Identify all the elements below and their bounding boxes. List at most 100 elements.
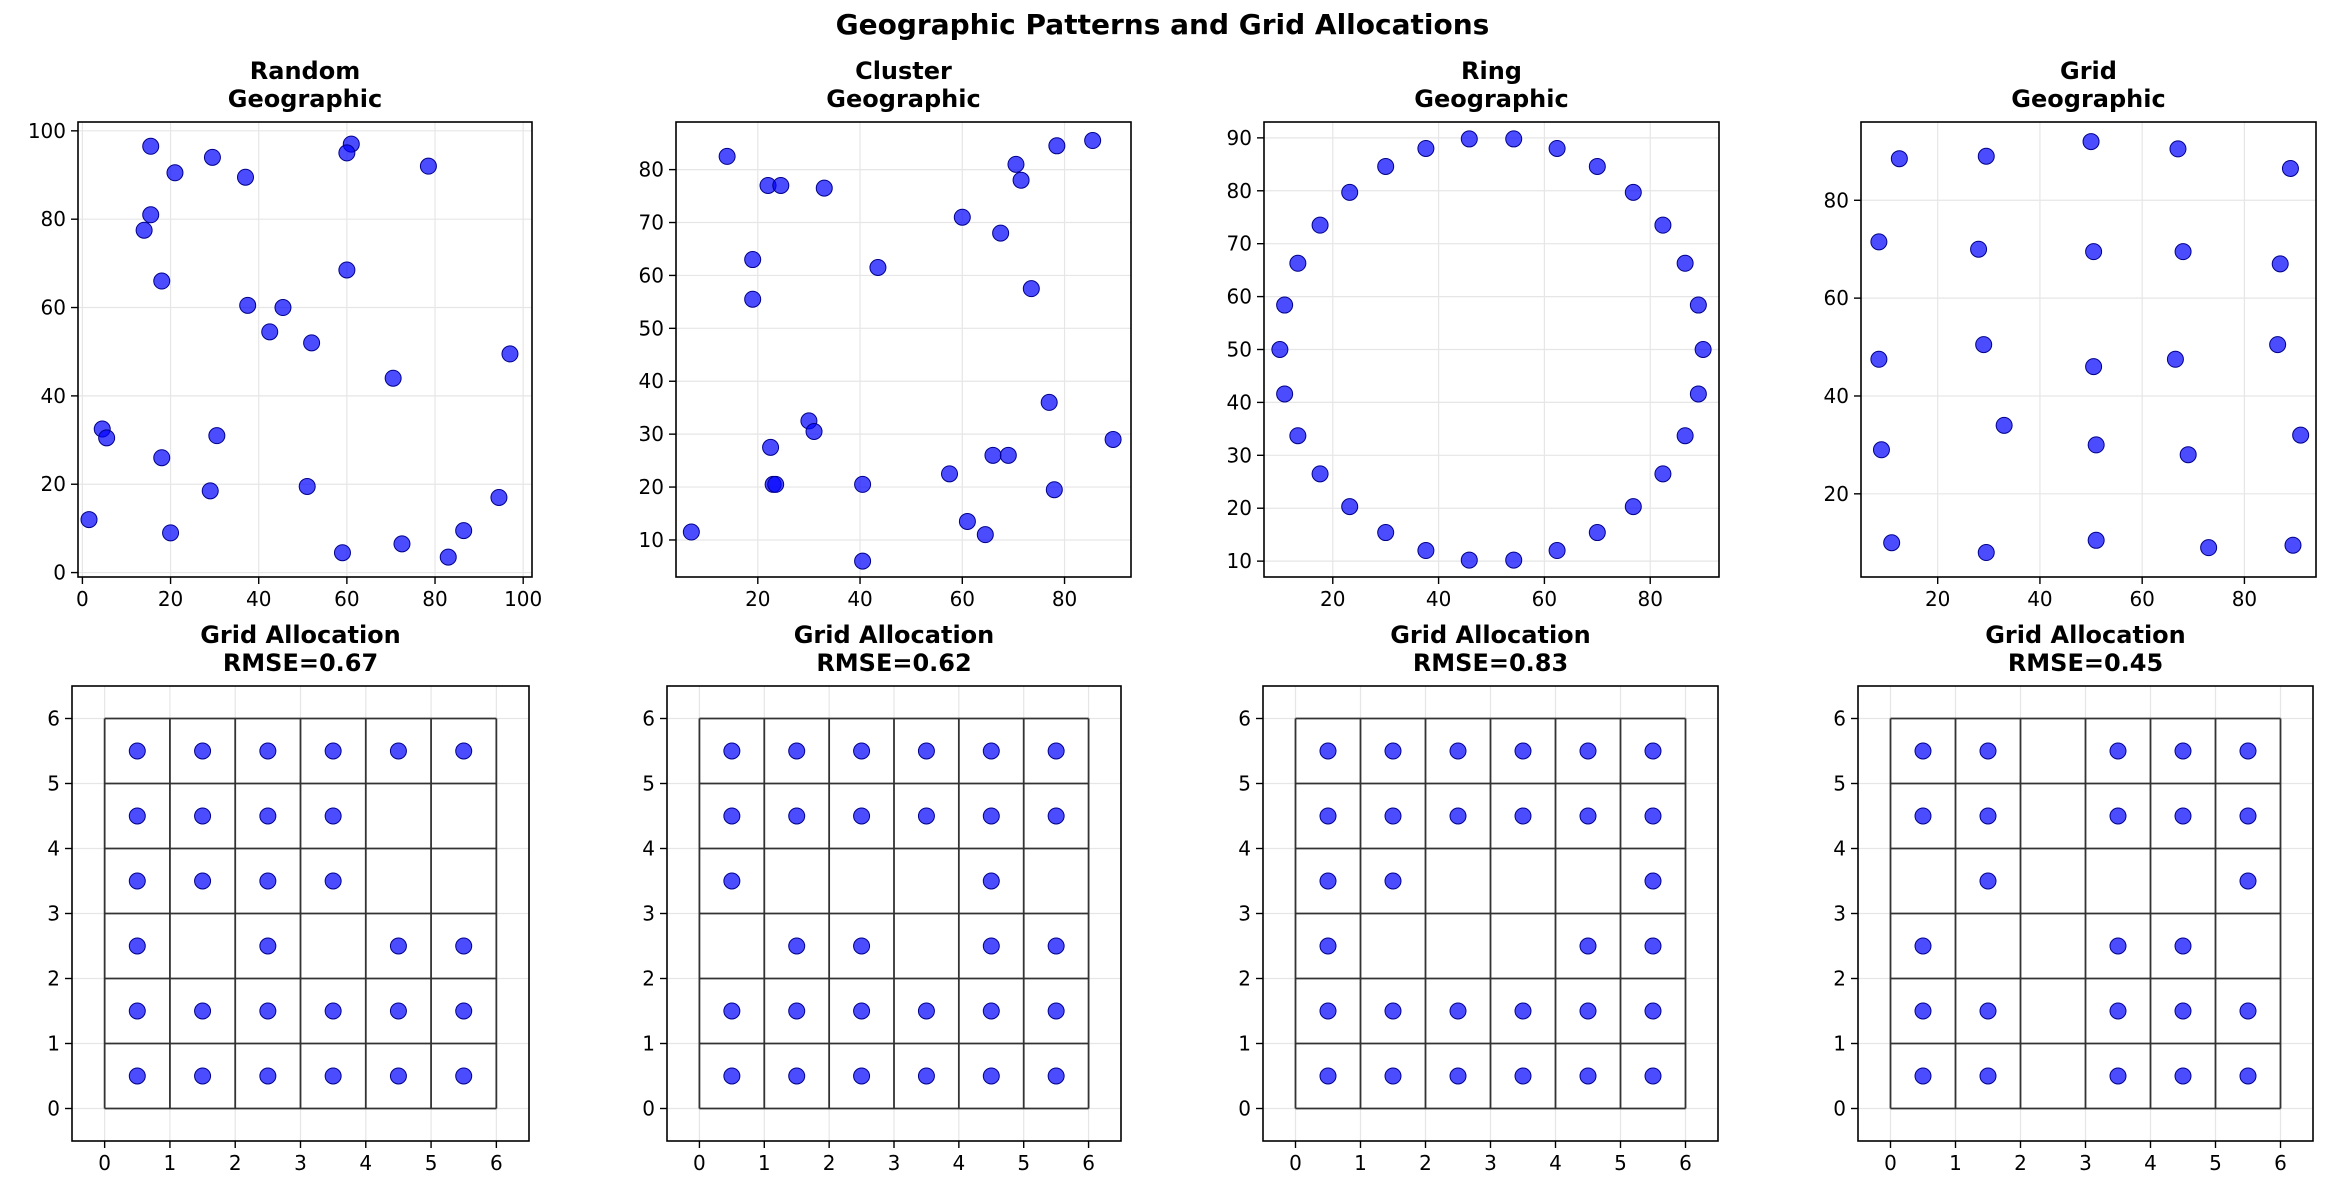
x-tick-label: 4: [1549, 1151, 1562, 1175]
y-tick-label: 30: [1227, 443, 1252, 467]
data-point: [854, 552, 872, 570]
data-point: [1384, 807, 1402, 825]
x-tick-label: 5: [425, 1151, 438, 1175]
y-tick-label: 2: [642, 967, 655, 991]
x-tick-label: 4: [952, 1151, 965, 1175]
x-tick-label: 6: [1082, 1151, 1095, 1175]
x-tick-label: 80: [1637, 587, 1662, 611]
y-tick-label: 5: [642, 772, 655, 796]
data-point: [1047, 807, 1065, 825]
data-point: [501, 345, 519, 363]
data-point: [788, 807, 806, 825]
data-point: [1579, 937, 1597, 955]
data-point: [1644, 742, 1662, 760]
data-point: [1104, 430, 1122, 448]
subplot-title: RMSE=0.67: [223, 649, 378, 677]
data-point: [1276, 296, 1294, 314]
data-point: [1384, 1002, 1402, 1020]
data-point: [723, 1067, 741, 1085]
data-point: [788, 1002, 806, 1020]
data-point: [1579, 807, 1597, 825]
y-tick-label: 40: [41, 384, 66, 408]
data-point: [128, 872, 146, 890]
data-point: [723, 742, 741, 760]
y-tick-label: 3: [642, 902, 655, 926]
data-point: [1624, 498, 1642, 516]
y-tick-label: 1: [1238, 1032, 1251, 1056]
axes-frame: [675, 121, 1132, 578]
x-tick-label: 2: [1419, 1151, 1432, 1175]
data-point: [1979, 872, 1997, 890]
data-point: [2239, 807, 2257, 825]
data-point: [153, 272, 171, 290]
data-point: [194, 872, 212, 890]
y-tick-label: 80: [1824, 188, 1849, 212]
x-tick-label: 6: [1679, 1151, 1692, 1175]
data-point: [455, 1067, 473, 1085]
data-point: [854, 475, 872, 493]
data-point: [1319, 1067, 1337, 1085]
figure-title: Geographic Patterns and Grid Allocations: [835, 8, 1490, 41]
x-tick-label: 3: [1484, 1151, 1497, 1175]
y-tick-label: 6: [642, 707, 655, 731]
data-point: [153, 449, 171, 467]
data-point: [1045, 481, 1063, 499]
data-point: [419, 157, 437, 175]
y-tick-label: 20: [1227, 496, 1252, 520]
x-tick-label: 20: [745, 587, 770, 611]
data-point: [324, 1067, 342, 1085]
y-tick-label: 60: [639, 263, 664, 287]
data-point: [1319, 742, 1337, 760]
x-tick-label: 40: [1426, 587, 1451, 611]
subplot-title: Geographic: [1414, 85, 1568, 113]
y-tick-label: 40: [1824, 384, 1849, 408]
data-point: [788, 937, 806, 955]
data-point: [1311, 465, 1329, 483]
y-tick-label: 2: [1238, 967, 1251, 991]
data-point: [1676, 254, 1694, 272]
y-tick-label: 30: [639, 422, 664, 446]
x-tick-label: 40: [2027, 587, 2052, 611]
data-point: [2109, 1002, 2127, 1020]
y-tick-label: 6: [47, 707, 60, 731]
data-point: [1341, 183, 1359, 201]
y-tick-label: 1: [1833, 1032, 1846, 1056]
data-point: [128, 937, 146, 955]
data-point: [194, 807, 212, 825]
data-point: [439, 548, 457, 566]
x-tick-label: 1: [164, 1151, 177, 1175]
x-tick-label: 2: [2014, 1151, 2027, 1175]
y-tick-label: 0: [1238, 1097, 1251, 1121]
data-point: [815, 179, 833, 197]
data-point: [1319, 937, 1337, 955]
data-point: [1579, 1067, 1597, 1085]
data-point: [853, 742, 871, 760]
y-tick-label: 60: [1824, 286, 1849, 310]
x-tick-label: 0: [76, 587, 89, 611]
data-point: [917, 1067, 935, 1085]
y-tick-label: 0: [1833, 1097, 1846, 1121]
data-point: [259, 1002, 277, 1020]
y-tick-label: 80: [41, 207, 66, 231]
x-tick-label: 6: [490, 1151, 503, 1175]
y-tick-label: 80: [1227, 179, 1252, 203]
data-point: [1872, 441, 1890, 459]
data-point: [1883, 534, 1901, 552]
x-tick-label: 5: [2209, 1151, 2222, 1175]
data-point: [2239, 1067, 2257, 1085]
data-point: [2085, 243, 2103, 261]
data-point: [98, 429, 116, 447]
data-point: [2174, 243, 2192, 261]
data-point: [393, 535, 411, 553]
data-point: [853, 807, 871, 825]
data-point: [338, 144, 356, 162]
subplot-title: Grid Allocation: [1985, 621, 2186, 649]
data-point: [2281, 159, 2299, 177]
x-tick-label: 3: [888, 1151, 901, 1175]
data-point: [718, 147, 736, 165]
data-point: [1588, 157, 1606, 175]
